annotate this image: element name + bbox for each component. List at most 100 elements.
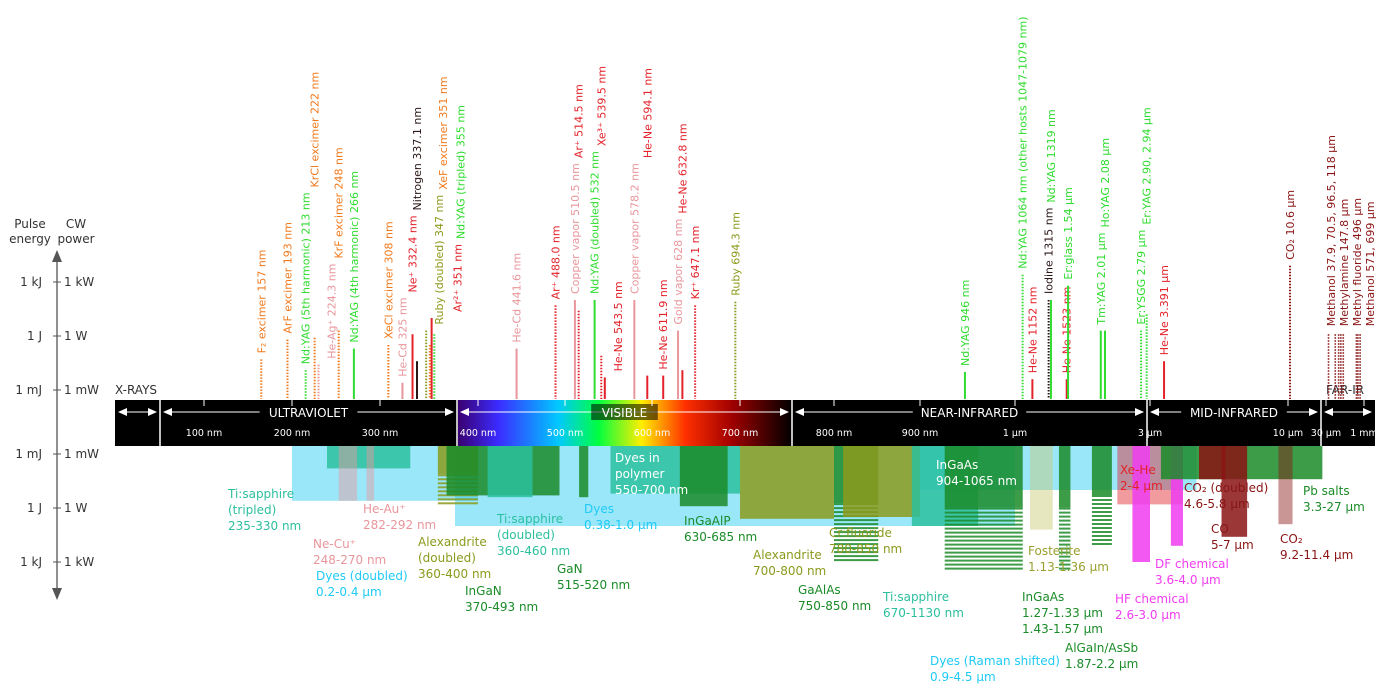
laser-line-label: Er:YAG 2.90, 2.94 µm: [1141, 107, 1154, 224]
band-label-line: Xe-He: [1120, 463, 1156, 477]
far-ir-line-label: Methanol 571, 699 µm: [1364, 201, 1377, 326]
band-label-line: 282-292 nm: [363, 518, 436, 532]
band-label-line: 0.38-1.0 µm: [584, 518, 657, 532]
laser-line: Copper vapor 578.2 nm: [628, 163, 641, 399]
laser-line-label: F₂ excimer 157 nm: [255, 249, 268, 353]
band-label-line: GaAlAs: [798, 583, 841, 597]
wavelength-tick: 1 µm: [1003, 428, 1027, 439]
band-label-line: (tripled): [228, 503, 276, 517]
far-ir-line-label: Methyl fluoride 496 µm: [1351, 198, 1364, 326]
band-label-line: 670-1130 nm: [883, 606, 964, 620]
band-label-line: Dyes (doubled): [316, 569, 408, 583]
band-ti-sapphire: [327, 446, 411, 469]
laser-line: He-Ne 3.391 µm: [1158, 265, 1171, 399]
laser-line: Ruby 694.3 nm: [729, 212, 742, 399]
laser-line: He-Ne 543.5 nm: [603, 281, 625, 399]
laser-line: Nd:YAG 946 nm: [959, 280, 972, 399]
band-label-line: 235-330 nm: [228, 519, 301, 533]
band-label-line: (doubled): [497, 528, 555, 542]
band-label: Alexandrite 700-800 nm: [753, 548, 826, 578]
band-label-line: 750-850 nm: [798, 599, 871, 613]
power-tick: 1 mW: [64, 447, 99, 461]
laser-line-label: He-Ne 611.9 nm: [657, 279, 670, 369]
band-label-line: polymer: [615, 467, 664, 481]
laser-line: Nd:YAG (tripled) 355 nm: [433, 105, 467, 399]
bands-layer: [292, 446, 1323, 570]
laser-line-label: Nd:YAG (4th harmonic) 266 nm: [348, 171, 361, 343]
wavelength-tick: 800 nm: [816, 428, 852, 439]
band-label-line: DF chemical: [1155, 557, 1229, 571]
band-label: InGaN 370-493 nm: [465, 584, 538, 614]
laser-line: XeCl excimer 308 nm: [382, 221, 395, 399]
band-label-line: 1.13-1.36 µm: [1028, 560, 1109, 574]
laser-line: Ruby (doubled) 347 nm: [425, 195, 446, 399]
laser-line: Tm:YAG 2.01 µm: [1095, 233, 1108, 399]
band-label: Pb salts 3.3-27 µm: [1303, 484, 1365, 514]
laser-line: Nd:YAG 1319 nm: [1045, 109, 1058, 399]
band-label: GaAlAs 750-850 nm: [798, 583, 871, 613]
wavelength-tick: 3 µm: [1138, 428, 1162, 439]
band-label-line: 1.27-1.33 µm: [1022, 606, 1103, 620]
wavelength-tick: 700 nm: [722, 428, 758, 439]
band-label: AlGaIn/AsSb 1.87-2.2 µm: [1065, 641, 1138, 671]
band-label-line: HF chemical: [1115, 592, 1189, 606]
band-label: Dyes in polymer 550-700 nm: [615, 451, 688, 497]
laser-line-label: ArF excimer 193 nm: [281, 222, 294, 334]
laser-line: Er:YAG 2.90, 2.94 µm: [1141, 107, 1154, 399]
pulse-energy-label: Pulse: [14, 217, 46, 231]
laser-line-label: Ho:YAG 2.08 µm: [1099, 138, 1112, 228]
laser-line: Copper vapor 510.5 nm: [569, 163, 582, 399]
band-label-line: 3.3-27 µm: [1303, 500, 1365, 514]
power-tick: 1 W: [64, 329, 87, 343]
band-label: GaN 515-520 nm: [557, 562, 630, 592]
band-label-line: Cr:fluoride: [829, 526, 892, 540]
laser-line: He-Ne 594.1 nm: [641, 68, 654, 399]
band-label: Ti:sapphire (doubled) 360-460 nm: [496, 512, 570, 558]
band-label-line: Fosterite: [1028, 544, 1081, 558]
energy-tick: 1 mJ: [15, 383, 42, 397]
band-label-line: 1.87-2.2 µm: [1065, 657, 1138, 671]
band-label-line: Alexandrite: [753, 548, 822, 562]
laser-line-label: KrCl excimer 222 nm: [309, 72, 322, 188]
laser-line-label: He-Ne 3.391 µm: [1158, 265, 1171, 355]
band-label-line: CO₂: [1280, 532, 1303, 546]
band-cr-fluoride: [843, 446, 920, 517]
wavelength-tick: 500 nm: [547, 428, 583, 439]
band-label-line: 360-400 nm: [418, 567, 491, 581]
power-tick: 1 W: [64, 501, 87, 515]
region-label: VISIBLE: [602, 406, 647, 420]
wavelength-tick: 300 nm: [362, 428, 398, 439]
band-gan: [579, 446, 589, 498]
band-label-line: Ti:sapphire: [496, 512, 563, 526]
band-ingaas: [944, 446, 1023, 570]
band-ne-cu-: [338, 446, 358, 501]
band-label: HF chemical 2.6-3.0 µm: [1115, 592, 1189, 622]
laser-line-label: XeF excimer 351 nm: [437, 76, 450, 189]
laser-line: Xe³⁺ 539.5 nm: [595, 66, 608, 399]
band-co-doubled-: [1198, 446, 1226, 480]
band-label: CO 5-7 µm: [1211, 522, 1254, 552]
band-label-line: Ti:sapphire: [227, 487, 294, 501]
far-ir-line-label: Methanol 37.9, 70.5, 96.5, 118 µm: [1325, 135, 1338, 326]
band-label: InGaAs 904-1065 nm: [936, 458, 1017, 488]
band-label-line: CO: [1211, 522, 1229, 536]
wavelength-tick: 600 nm: [634, 428, 670, 439]
band-label-line: Dyes: [584, 502, 614, 516]
band-label-line: 9.2-11.4 µm: [1280, 548, 1353, 562]
laser-lines-layer: F₂ excimer 157 nm ArF excimer 193 nm Nd:YA…: [255, 16, 1377, 399]
laser-line: Gold vapor 628 nm: [672, 219, 685, 399]
power-tick: 1 kW: [64, 555, 94, 569]
laser-line-label: He-Cd 325 nm: [396, 297, 409, 376]
wavelength-tick: 400 nm: [460, 428, 496, 439]
laser-line-label: Ar⁺ 488.0 nm: [550, 225, 563, 299]
energy-tick: 1 J: [27, 501, 42, 515]
laser-line: KrF excimer 248 nm: [333, 147, 346, 399]
band-label-line: Alexandrite: [418, 535, 487, 549]
laser-line-label: He-Ne 632.8 nm: [676, 123, 689, 213]
laser-line: Iodine 1315 nm: [1043, 208, 1056, 399]
laser-line-label: He-Ag⁺ 224.3 nm: [326, 264, 339, 359]
laser-line: F₂ excimer 157 nm: [255, 249, 268, 399]
band-labels-layer: Dyes in polymer 550-700 nm InGaAs 904-1065 n…: [227, 451, 1365, 684]
power-tick: 1 mW: [64, 383, 99, 397]
band-label-line: 360-460 nm: [497, 544, 570, 558]
